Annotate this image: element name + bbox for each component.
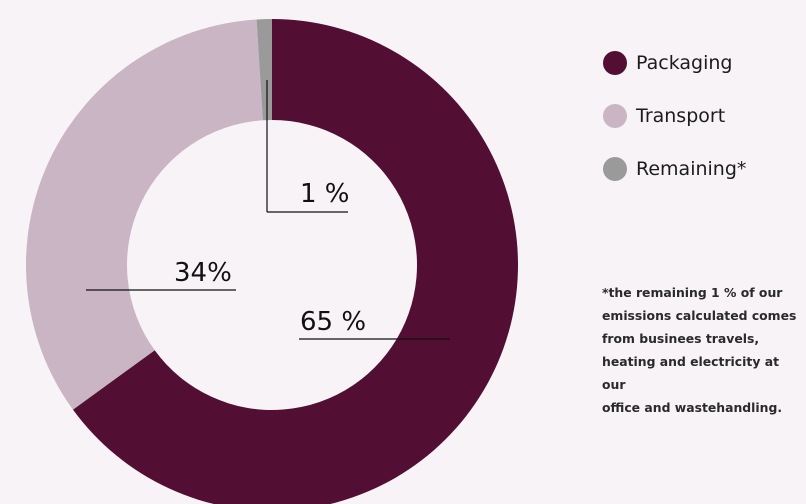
legend-item-packaging[interactable]: Packaging xyxy=(603,50,746,76)
data-label-packaging: 65 % xyxy=(300,307,366,337)
legend-swatch-remaining xyxy=(603,157,627,181)
legend-label-packaging: Packaging xyxy=(636,52,733,74)
data-label-remaining: 1 % xyxy=(300,179,350,209)
legend-swatch-transport xyxy=(603,104,627,128)
slice-transport[interactable] xyxy=(25,19,263,410)
footnote-line: from businees travels, xyxy=(602,331,760,346)
legend-swatch-packaging xyxy=(603,51,627,75)
legend-item-remaining[interactable]: Remaining* xyxy=(603,156,746,182)
footnote-line: emissions calculated comes xyxy=(602,308,797,323)
legend: Packaging Transport Remaining* xyxy=(603,50,746,209)
footnote: *the remaining 1 % of our emissions calc… xyxy=(602,281,806,419)
legend-label-transport: Transport xyxy=(636,105,726,127)
footnote-line: heating and electricity at our xyxy=(602,354,779,392)
data-label-transport: 34% xyxy=(174,258,232,288)
slice-remaining[interactable] xyxy=(256,19,272,121)
footnote-line: office and wastehandling. xyxy=(602,400,783,415)
legend-label-remaining: Remaining* xyxy=(636,158,747,180)
legend-item-transport[interactable]: Transport xyxy=(603,103,746,129)
slice-packaging[interactable] xyxy=(72,19,518,504)
footnote-line: *the remaining 1 % of our xyxy=(602,285,783,300)
